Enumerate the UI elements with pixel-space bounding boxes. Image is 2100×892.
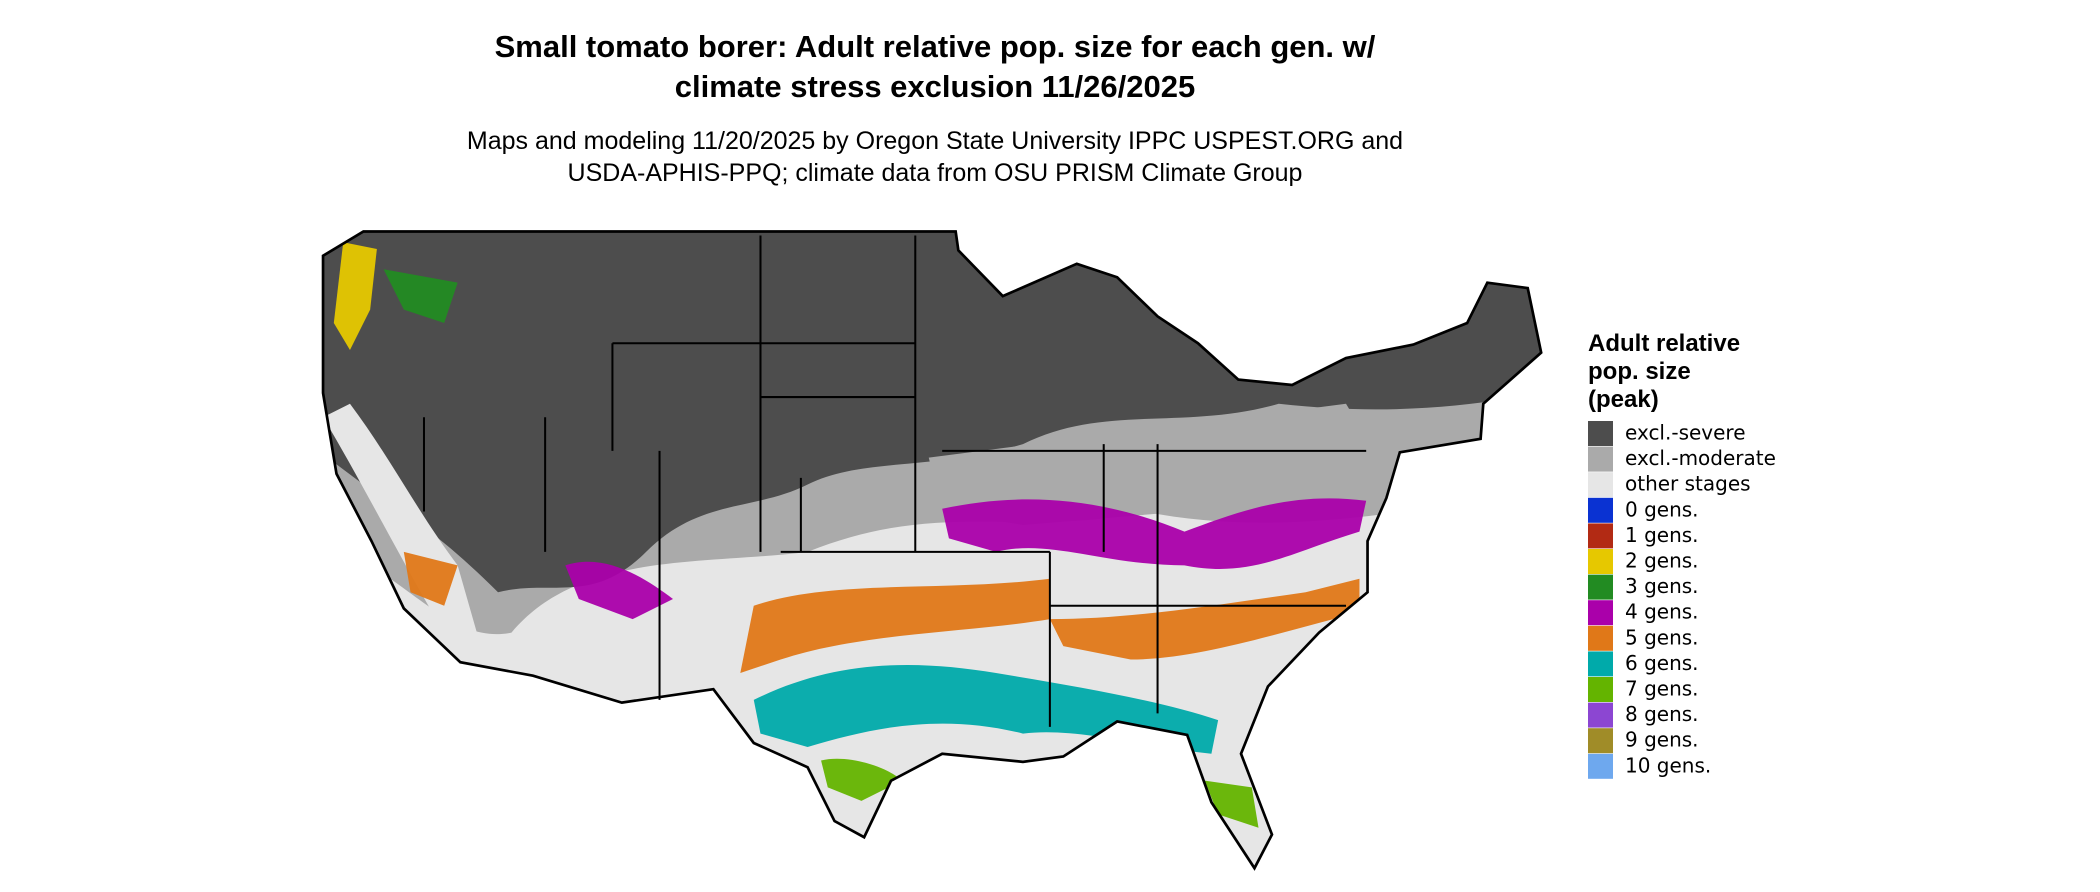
legend-label: excl.-moderate (1625, 446, 1776, 470)
legend-title: pop. size (1588, 358, 1691, 385)
legend-swatch (1588, 497, 1613, 523)
legend-swatch (1588, 446, 1613, 472)
region (1204, 780, 1259, 828)
legend-swatch (1588, 574, 1613, 600)
title: Small tomato borer: Adult relative pop. … (495, 29, 1376, 64)
legend-swatch (1588, 753, 1613, 779)
legend-label: 9 gens. (1625, 728, 1699, 752)
legend-label: 0 gens. (1625, 497, 1699, 521)
region (821, 758, 902, 801)
legend-swatch (1588, 472, 1613, 498)
legend-label: 10 gens. (1625, 753, 1711, 777)
legend-label: 3 gens. (1625, 574, 1699, 598)
region (403, 551, 458, 606)
legend-swatch (1588, 421, 1613, 446)
legend-label: 7 gens. (1625, 677, 1699, 701)
region (740, 578, 1050, 673)
subtitle: Maps and modeling 11/20/2025 by Oregon S… (467, 127, 1403, 155)
legend-label: other stages (1625, 472, 1751, 496)
legend-swatch (1588, 677, 1613, 702)
legend-label: 6 gens. (1625, 651, 1699, 675)
legend-swatch (1588, 549, 1613, 574)
legend-swatch (1588, 651, 1613, 677)
region (1049, 578, 1360, 660)
map (321, 230, 1543, 870)
region (942, 498, 1367, 569)
legend-label: 2 gens. (1625, 549, 1699, 573)
legend-label: 1 gens. (1625, 523, 1699, 547)
legend-swatch (1588, 728, 1613, 754)
region (333, 242, 377, 350)
title: climate stress exclusion 11/26/2025 (675, 69, 1195, 104)
legend-swatch (1588, 600, 1613, 626)
legend-label: 4 gens. (1625, 600, 1699, 624)
legend-label: 5 gens. (1625, 625, 1699, 649)
map-fill (323, 231, 1542, 869)
legend-label: excl.-severe (1625, 421, 1746, 445)
legend-swatch (1588, 523, 1613, 549)
legend-title: (peak) (1588, 386, 1659, 413)
region (383, 269, 458, 324)
legend-swatch (1588, 625, 1613, 651)
region (565, 561, 673, 620)
legend-swatch (1588, 702, 1613, 728)
legend-title: Adult relative (1588, 330, 1740, 357)
legend-label: 8 gens. (1625, 702, 1699, 726)
subtitle: USDA-APHIS-PPQ; climate data from OSU PR… (568, 159, 1303, 187)
